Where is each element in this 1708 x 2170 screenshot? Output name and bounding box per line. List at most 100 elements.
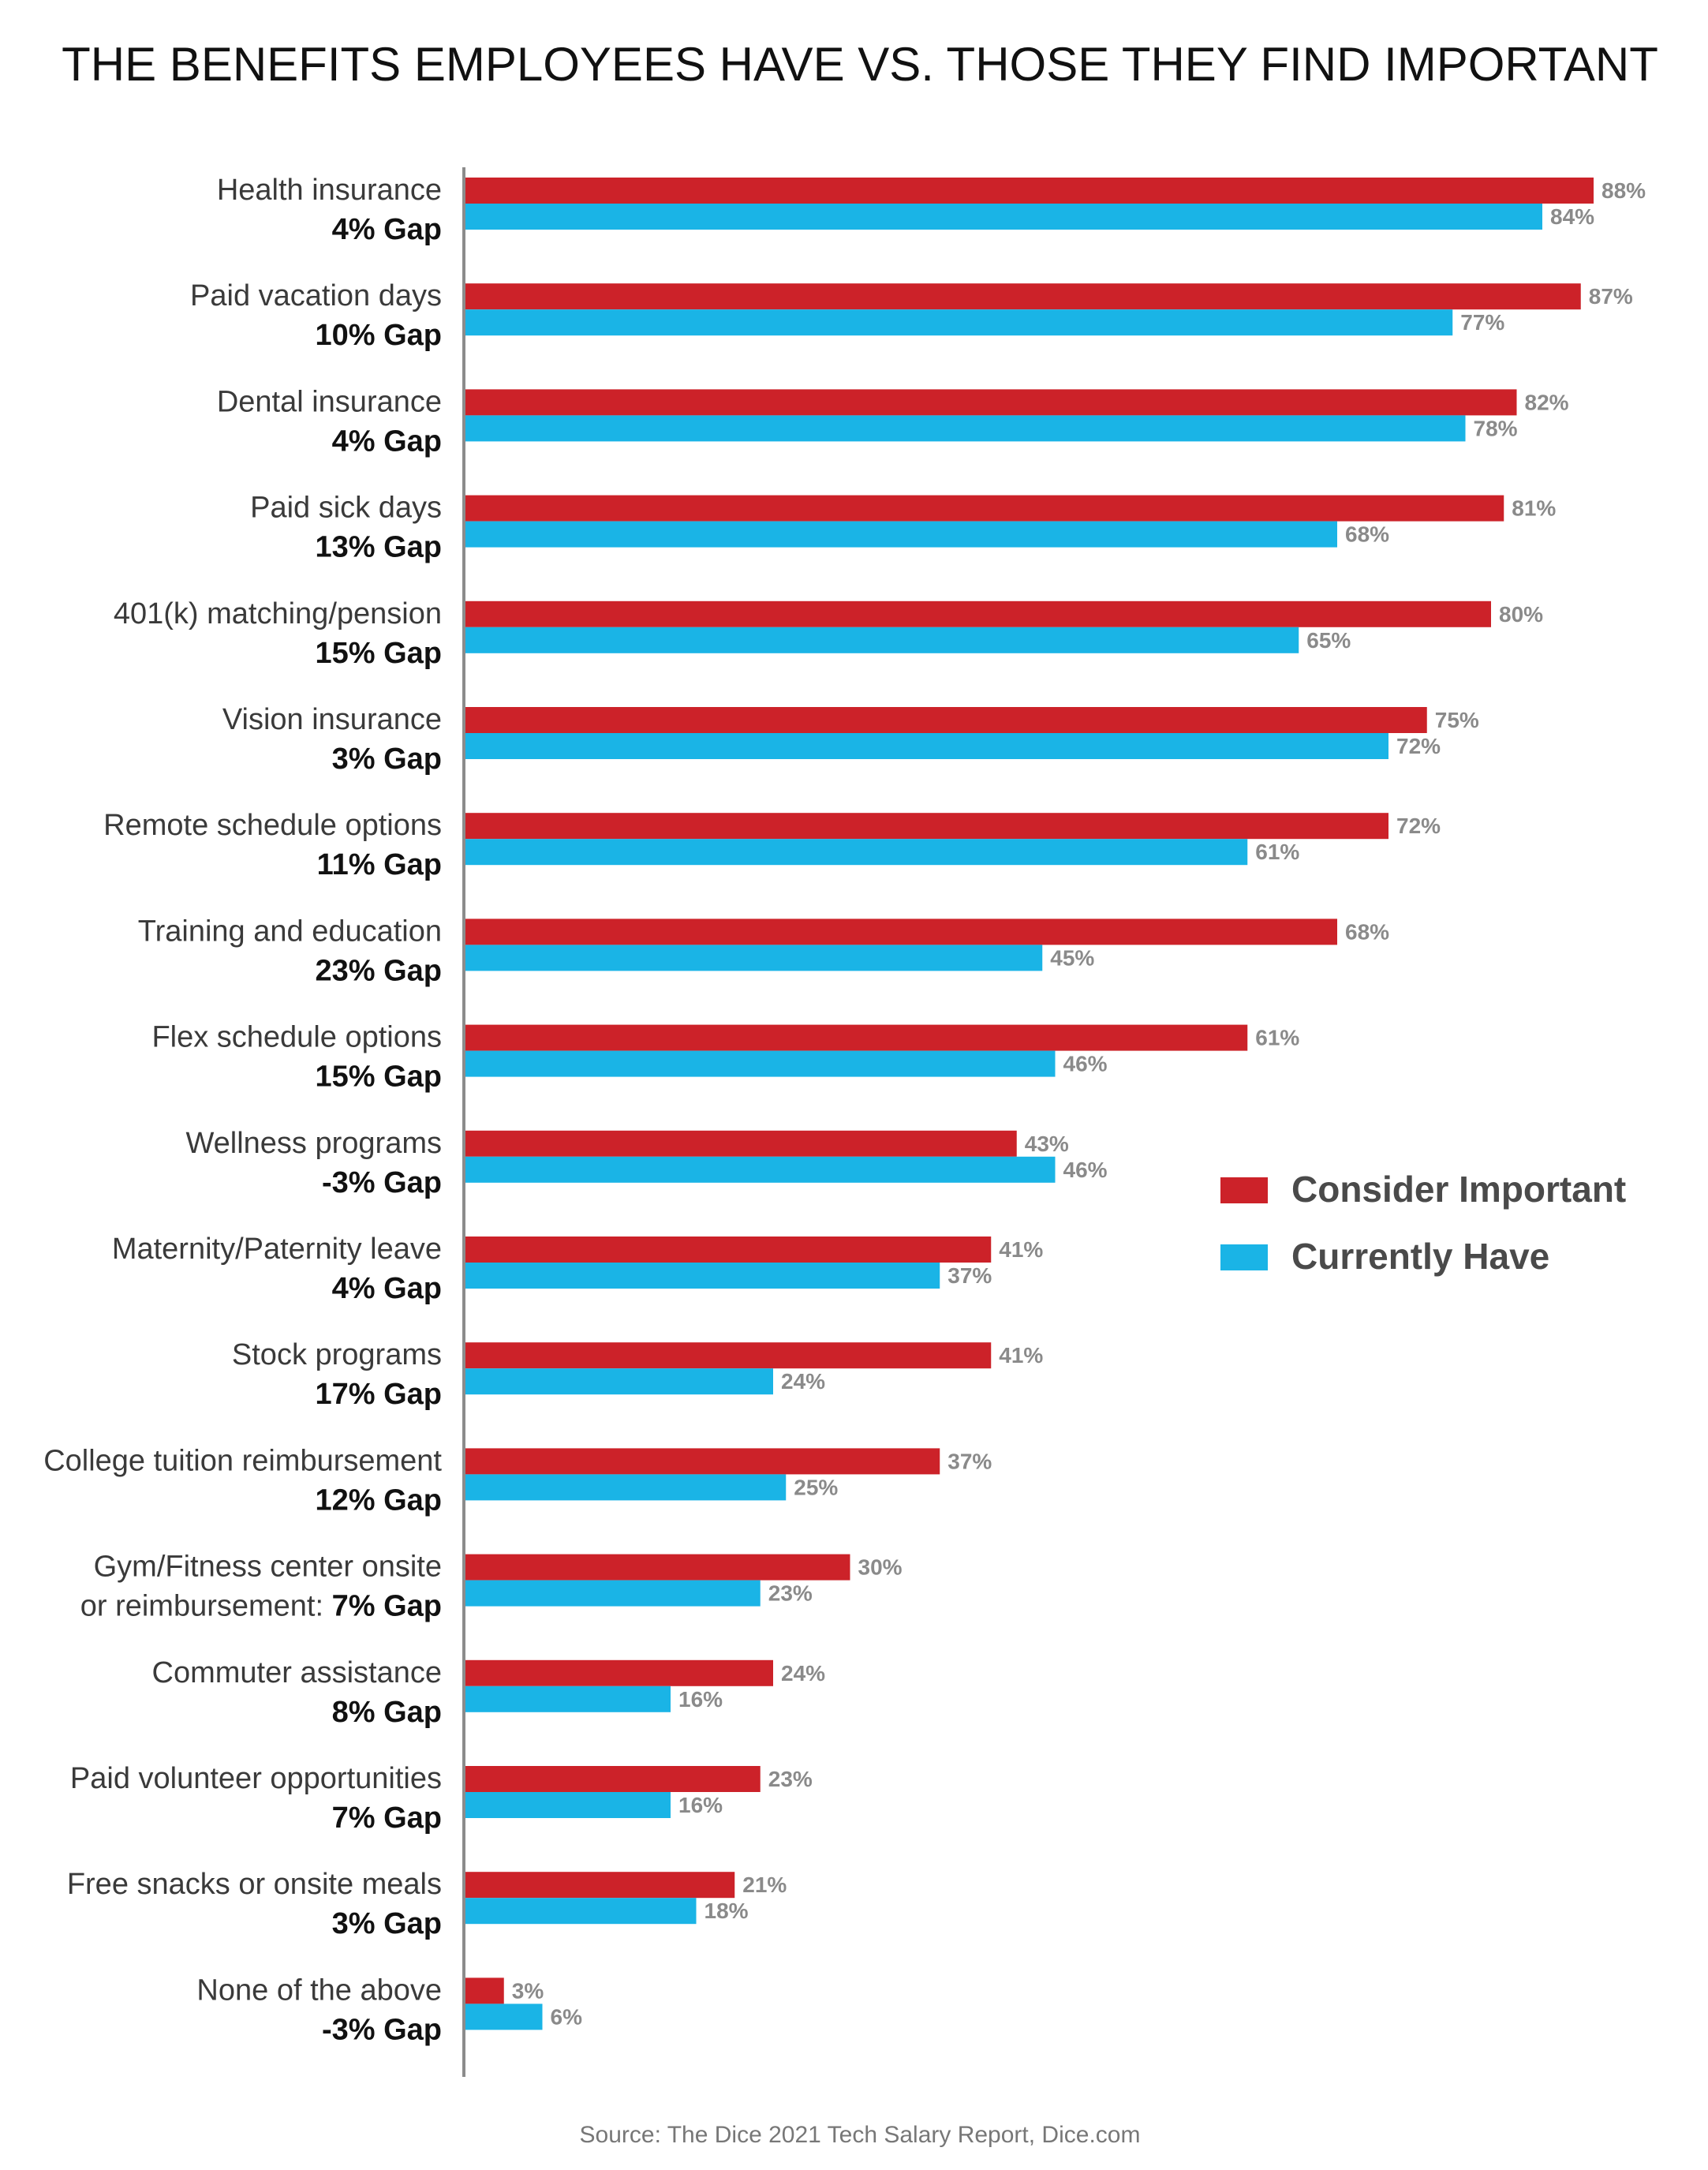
gap-label: 4% Gap — [332, 425, 442, 458]
source-note: Source: The Dice 2021 Tech Salary Report… — [580, 2122, 1141, 2148]
gap-label-value: 4% Gap — [332, 1272, 442, 1305]
value-label: 25% — [794, 1475, 838, 1499]
category-label: Paid vacation days — [190, 279, 442, 312]
legend-swatch — [1220, 1244, 1268, 1270]
value-label: 6% — [551, 2004, 583, 2029]
gap-label-value: 8% Gap — [332, 1696, 442, 1729]
bar-consider-important — [465, 813, 1388, 840]
gap-label-value: 15% Gap — [315, 1061, 442, 1094]
gap-label-value: 13% Gap — [315, 531, 442, 564]
bar-group: Remote schedule options 11% Gap 72% 61% — [103, 809, 1441, 881]
gap-label: 4% Gap — [332, 213, 442, 246]
gap-label: 3% Gap — [332, 743, 442, 776]
bar-consider-important — [465, 389, 1517, 416]
value-label: 18% — [705, 1899, 749, 1923]
category-label: Free snacks or onsite meals — [67, 1868, 442, 1901]
bar-currently-have — [465, 1792, 671, 1818]
value-label: 88% — [1601, 178, 1646, 203]
bar-group: Paid volunteer opportunities 7% Gap 23% 16% — [70, 1762, 813, 1835]
legend-entry-label: Consider Important — [1291, 1169, 1626, 1210]
gap-label: 12% Gap — [315, 1483, 442, 1517]
bar-currently-have — [465, 1580, 761, 1607]
bar-currently-have — [465, 839, 1248, 866]
value-label: 81% — [1512, 496, 1556, 521]
bar-group: Gym/Fitness center onsite or reimbursemen… — [80, 1551, 903, 1623]
category-label: Dental insurance — [217, 385, 442, 418]
category-label: College tuition reimbursement — [43, 1444, 442, 1477]
bar-group: Stock programs 17% Gap 41% 24% — [232, 1338, 1043, 1411]
gap-label-prefix: or reimbursement: — [80, 1590, 332, 1623]
bar-group: Free snacks or onsite meals 3% Gap 21%18% — [67, 1868, 787, 1940]
value-label: 65% — [1306, 628, 1351, 653]
gap-label-value: 7% Gap — [332, 1590, 442, 1623]
value-label: 45% — [1050, 945, 1094, 970]
bar-consider-important — [465, 283, 1581, 310]
value-label: 78% — [1474, 416, 1518, 440]
value-label: 84% — [1550, 204, 1594, 229]
gap-label: 13% Gap — [315, 531, 442, 564]
bar-group: Flex schedule options 15% Gap 61% 46% — [151, 1021, 1299, 1094]
category-label: Maternity/Paternity leave — [112, 1233, 442, 1266]
bar-consider-important — [465, 1342, 992, 1369]
bar-consider-important — [465, 495, 1504, 522]
bar-currently-have — [465, 1368, 773, 1395]
value-label: 80% — [1499, 602, 1543, 627]
gap-label-value: 15% Gap — [315, 637, 442, 670]
bar-consider-important — [465, 1977, 504, 2004]
bar-currently-have — [465, 627, 1299, 653]
gap-label: 11% Gap — [317, 848, 442, 881]
bar-consider-important — [465, 600, 1491, 627]
category-label: None of the above — [196, 1974, 442, 2007]
bar-consider-important — [465, 919, 1337, 945]
gap-label: 15% Gap — [315, 637, 442, 670]
bar-group: Dental insurance 4% Gap 82% 78% — [217, 385, 1569, 458]
value-label: 21% — [742, 1873, 787, 1897]
value-label: 82% — [1525, 390, 1569, 414]
bar-group: Vision insurance 3% Gap 75%72% — [222, 703, 1479, 776]
bar-group: Training and education 23% Gap 68% 45% — [138, 915, 1389, 987]
value-label: 72% — [1396, 814, 1441, 838]
bar-consider-important — [465, 1659, 773, 1686]
gap-label-value: 11% Gap — [317, 848, 442, 881]
gap-label: 8% Gap — [332, 1696, 442, 1729]
gap-label-value: 12% Gap — [315, 1483, 442, 1517]
bar-group: Paid vacation days 10% Gap 87% 77% — [190, 279, 1633, 352]
category-label: Health insurance — [217, 174, 442, 207]
value-label: 30% — [858, 1555, 903, 1580]
gap-label: -3% Gap — [322, 1166, 442, 1199]
category-label: Paid volunteer opportunities — [70, 1762, 442, 1795]
gap-label-value: 7% Gap — [332, 1801, 442, 1835]
bar-currently-have — [465, 733, 1388, 759]
gap-label-value: 4% Gap — [332, 425, 442, 458]
bar-group: Maternity/Paternity leave 4% Gap 41% 37% — [112, 1233, 1044, 1305]
bar-consider-important — [465, 1554, 850, 1581]
gap-label-value: 4% Gap — [332, 213, 442, 246]
gap-label-value: 23% Gap — [315, 954, 442, 987]
category-label: Gym/Fitness center onsite — [94, 1551, 442, 1584]
bar-currently-have — [465, 2004, 543, 2030]
bar-currently-have — [465, 309, 1453, 336]
bar-group: Commuter assistance 8% Gap 24% 16% — [152, 1656, 826, 1729]
gap-label: 15% Gap — [315, 1061, 442, 1094]
bar-consider-important — [465, 1448, 940, 1475]
value-label: 37% — [947, 1263, 992, 1288]
value-label: 46% — [1063, 1158, 1108, 1182]
gap-label: 7% Gap — [332, 1801, 442, 1835]
value-label: 72% — [1396, 734, 1441, 758]
bar-currently-have — [465, 945, 1043, 971]
category-label: Commuter assistance — [152, 1656, 442, 1689]
gap-label-value: -3% Gap — [322, 1166, 442, 1199]
value-label: 68% — [1345, 522, 1389, 547]
bar-currently-have — [465, 1263, 940, 1289]
gap-label-value: 17% Gap — [315, 1378, 442, 1411]
bar-group: College tuition reimbursement 12% Gap 37% 2… — [43, 1444, 992, 1517]
gap-label: 17% Gap — [315, 1378, 442, 1411]
legend-swatch — [1220, 1177, 1268, 1203]
bar-consider-important — [465, 1130, 1017, 1157]
bar-consider-important — [465, 707, 1427, 733]
value-label: 46% — [1063, 1052, 1108, 1076]
bar-consider-important — [465, 178, 1594, 204]
category-label: 401(k) matching/pension — [114, 597, 442, 630]
value-label: 3% — [512, 1978, 544, 2003]
